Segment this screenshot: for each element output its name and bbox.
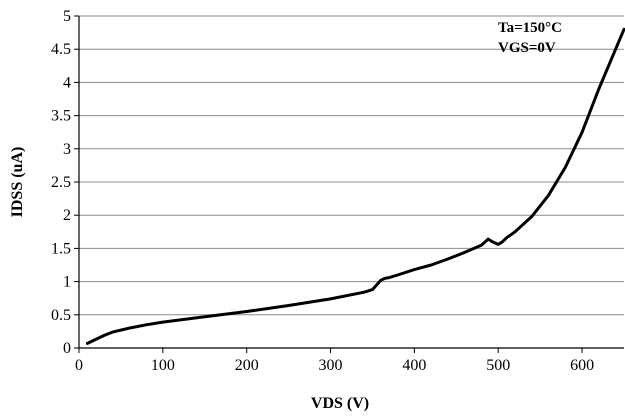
x-tick-label: 300 [319, 357, 343, 374]
x-axis-ticks: 0 100 200 300 400 500 600 [75, 348, 594, 374]
y-tick-label: 4.5 [51, 41, 71, 58]
x-tick-label: 500 [486, 357, 510, 374]
series-line [85, 27, 625, 345]
annotation-gate-voltage: VGS=0V [498, 40, 556, 56]
x-tick-label: 400 [402, 357, 426, 374]
y-tick-label: 0 [63, 340, 71, 357]
y-tick-label: 1.5 [51, 240, 71, 257]
grid-lines [79, 15, 624, 316]
y-tick-label: 2.5 [51, 174, 71, 191]
axes [78, 16, 624, 349]
series [85, 27, 625, 345]
annotation-temperature: Ta=150°C [498, 20, 562, 36]
y-tick-label: 3.5 [51, 108, 71, 125]
x-tick-label: 0 [75, 357, 83, 374]
y-axis-ticks: 0 0.5 1 1.5 2 2.5 3 3.5 4 4.5 5 [51, 8, 79, 357]
x-tick-label: 600 [570, 357, 594, 374]
y-tick-label: 3 [63, 141, 71, 158]
y-tick-label: 4 [63, 74, 71, 91]
y-tick-label: 0.5 [51, 307, 71, 324]
y-tick-label: 5 [63, 8, 71, 25]
x-tick-label: 200 [235, 357, 259, 374]
y-tick-label: 1 [63, 274, 71, 291]
x-axis-title: VDS (V) [311, 395, 369, 412]
y-tick-label: 2 [63, 207, 71, 224]
x-tick-label: 100 [151, 357, 175, 374]
y-axis-title: IDSS (uA) [9, 147, 26, 218]
